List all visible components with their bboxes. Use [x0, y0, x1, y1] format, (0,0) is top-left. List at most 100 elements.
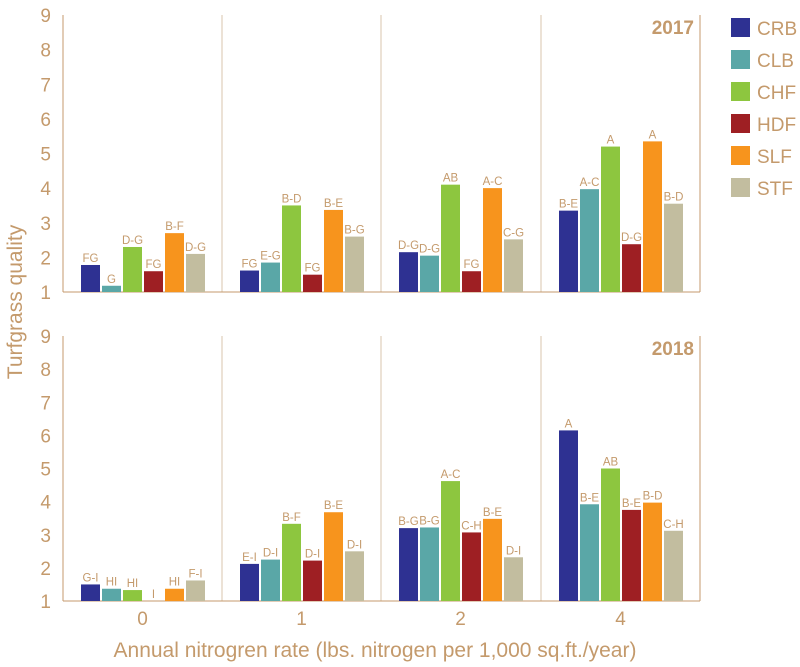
bar-significance-label: B-D [664, 192, 684, 204]
bar-significance-label: C-G [503, 227, 524, 239]
bar-clb [261, 262, 280, 292]
legend-swatch-chf [731, 82, 750, 101]
x-tick-label: 0 [137, 609, 148, 630]
x-tick-label: 2 [455, 609, 466, 630]
bar-hdf [303, 274, 322, 292]
bar-significance-label: A-C [580, 177, 600, 189]
bar-stf [186, 580, 205, 601]
bar-significance-label: B-G [344, 225, 365, 237]
bar-significance-label: E-I [242, 552, 257, 564]
bar-significance-label: E-G [260, 251, 281, 263]
legend-label-slf: SLF [757, 147, 792, 168]
bar-significance-label: HI [127, 578, 139, 590]
bar-significance-label: AB [443, 173, 459, 185]
bar-clb [580, 189, 599, 292]
bar-slf [643, 502, 662, 601]
bar-significance-label: B-E [324, 500, 344, 512]
y-tick-label: 5 [40, 145, 51, 166]
bar-significance-label: C-H [663, 519, 683, 531]
bar-crb [81, 264, 100, 292]
bar-stf [186, 253, 205, 292]
y-tick-label: 2 [40, 559, 51, 580]
bar-hdf [462, 532, 481, 601]
bar-significance-label: AB [603, 457, 619, 469]
bar-crb [559, 430, 578, 601]
bar-chf [123, 590, 142, 601]
bar-significance-label: I [152, 589, 155, 601]
y-tick-label: 7 [40, 75, 51, 96]
legend-label-stf: STF [757, 179, 793, 200]
bar-significance-label: B-G [398, 516, 419, 528]
bar-significance-label: B-E [324, 198, 344, 210]
bar-significance-label: A-C [483, 176, 503, 188]
bar-significance-label: FG [146, 259, 162, 271]
bar-slf [324, 209, 343, 292]
bar-significance-label: A [607, 135, 615, 147]
bar-chf [282, 205, 301, 292]
bar-significance-label: FG [83, 253, 99, 265]
y-axis-title: Turfgrass quality [4, 224, 27, 379]
bar-crb [81, 584, 100, 601]
bar-significance-label: D-G [621, 232, 642, 244]
legend-swatch-clb [731, 50, 750, 69]
bar-significance-label: FG [242, 259, 258, 271]
x-axis-title: Annual nitrogren rate (lbs. nitrogen per… [114, 639, 637, 662]
y-tick-label: 7 [40, 393, 51, 414]
bar-slf [483, 518, 502, 601]
bar-hdf [144, 271, 163, 292]
y-tick-label: 4 [40, 179, 51, 200]
bar-hdf [462, 271, 481, 292]
legend-label-chf: CHF [757, 83, 796, 104]
bar-significance-label: D-I [263, 548, 278, 560]
bar-crb [559, 210, 578, 292]
bar-significance-label: A [565, 418, 573, 430]
y-tick-label: 5 [40, 460, 51, 481]
panel-title: 2017 [652, 18, 694, 39]
legend: CRB CLB CHF HDF SLF STF [731, 18, 797, 200]
bar-chf [123, 246, 142, 292]
bar-chf [601, 468, 620, 601]
bar-significance-label: A [649, 129, 657, 141]
bar-crb [399, 528, 418, 601]
bar-chf [601, 146, 620, 292]
bar-significance-label: B-E [559, 199, 579, 211]
bar-stf [504, 239, 523, 292]
bar-slf [165, 588, 184, 601]
bar-significance-label: B-G [419, 515, 440, 527]
bar-clb [420, 527, 439, 601]
bar-significance-label: F-I [188, 568, 202, 580]
bar-slf [324, 512, 343, 601]
bar-stf [664, 203, 683, 292]
bar-clb [261, 559, 280, 601]
legend-label-hdf: HDF [757, 115, 796, 136]
bar-significance-label: C-H [461, 520, 481, 532]
y-tick-label: 9 [40, 6, 51, 27]
bar-slf [643, 141, 662, 292]
legend-swatch-hdf [731, 114, 750, 133]
y-tick-label: 9 [40, 327, 51, 348]
legend-swatch-crb [731, 18, 750, 37]
panel-title: 2018 [652, 339, 694, 360]
y-tick-label: 2 [40, 248, 51, 269]
bar-significance-label: G [107, 274, 116, 286]
bar-significance-label: D-G [419, 244, 440, 256]
bar-significance-label: D-I [347, 539, 362, 551]
bar-significance-label: FG [305, 263, 321, 275]
panel-2018: 1 2 3 4 5 6 7 8 9 2018 G-I E-I B-G A HI D-I B-G B-E HI B-F A… [40, 327, 701, 613]
bar-significance-label: A-C [441, 469, 461, 481]
bar-chf [282, 523, 301, 601]
y-tick-label: 1 [40, 592, 51, 613]
y-tick-label: 8 [40, 41, 51, 62]
x-tick-label: 4 [615, 609, 626, 630]
bar-significance-label: HI [169, 577, 181, 589]
bar-hdf [303, 560, 322, 601]
bar-stf [664, 530, 683, 601]
y-tick-label: 6 [40, 110, 51, 131]
bar-clb [580, 504, 599, 601]
bar-significance-label: D-G [185, 242, 206, 254]
bar-significance-label: D-I [305, 549, 320, 561]
bar-slf [165, 233, 184, 292]
